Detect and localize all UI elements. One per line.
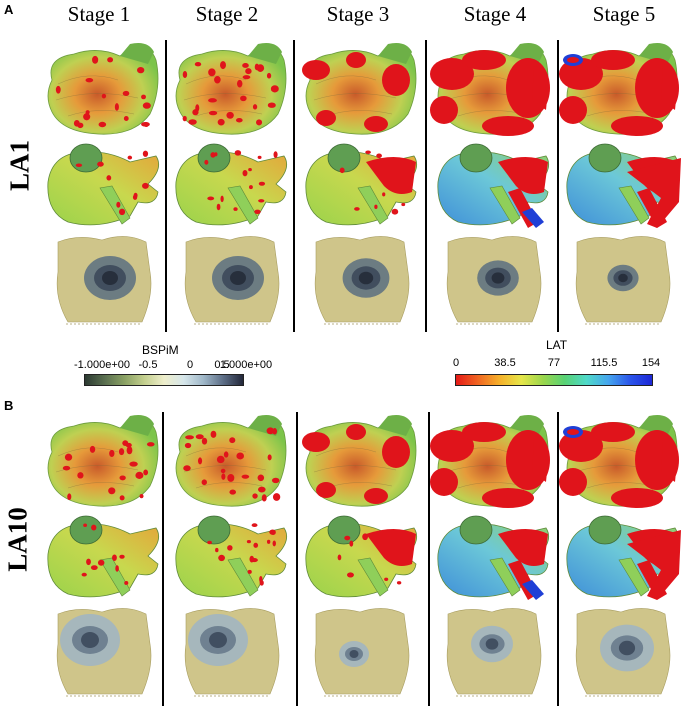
anterior-atrium-b-stage-3 bbox=[296, 504, 424, 606]
posterior-atrium-a-stage-4 bbox=[428, 40, 556, 142]
anterior-atrium-render bbox=[305, 143, 418, 226]
torso-map-b-stage-2 bbox=[166, 600, 294, 702]
anterior-atrium-render bbox=[305, 515, 418, 598]
posterior-atrium-render bbox=[47, 415, 159, 507]
stage-divider bbox=[165, 40, 167, 332]
anterior-atrium-render bbox=[175, 143, 288, 226]
anterior-atrium-a-stage-3 bbox=[296, 132, 424, 234]
lat-tick: 154 bbox=[641, 357, 661, 369]
stage-divider bbox=[162, 412, 164, 706]
torso-map-render bbox=[184, 236, 280, 325]
anterior-atrium-a-stage-5 bbox=[557, 132, 685, 234]
torso-map-render bbox=[56, 236, 152, 325]
torso-map-b-stage-5 bbox=[557, 600, 685, 702]
posterior-atrium-render bbox=[559, 43, 679, 136]
torso-map-render bbox=[314, 608, 410, 697]
anterior-atrium-render bbox=[47, 143, 160, 226]
lat-tick: 115.5 bbox=[590, 357, 618, 369]
posterior-atrium-b-stage-1 bbox=[38, 412, 166, 514]
anterior-atrium-a-stage-2 bbox=[166, 132, 294, 234]
panel-letter-b: B bbox=[4, 398, 14, 413]
lat-colorbar bbox=[455, 374, 653, 386]
bspim-colorbar-title: BSPiM bbox=[142, 343, 179, 357]
posterior-atrium-render bbox=[175, 43, 287, 135]
lat-tick: 38.5 bbox=[494, 357, 516, 369]
torso-map-render bbox=[184, 608, 280, 697]
stage-title-2: Stage 2 bbox=[195, 2, 259, 26]
posterior-atrium-b-stage-3 bbox=[296, 412, 424, 514]
bspim-tick: 0.5 bbox=[214, 359, 230, 371]
torso-map-a-stage-5 bbox=[557, 228, 685, 330]
bspim-tick: 0 bbox=[186, 359, 194, 371]
posterior-atrium-render bbox=[302, 415, 417, 507]
torso-map-render bbox=[575, 608, 671, 697]
anterior-atrium-render bbox=[47, 515, 160, 598]
posterior-atrium-render bbox=[559, 415, 679, 508]
stage-title-5: Stage 5 bbox=[592, 2, 656, 26]
posterior-atrium-b-stage-5 bbox=[557, 412, 685, 514]
torso-map-render bbox=[56, 608, 152, 697]
lat-tick: 0 bbox=[452, 357, 460, 369]
posterior-atrium-b-stage-4 bbox=[428, 412, 556, 514]
torso-map-render bbox=[446, 608, 542, 697]
anterior-atrium-render bbox=[437, 143, 550, 228]
row-label-la10: LA10 bbox=[2, 507, 33, 572]
anterior-atrium-b-stage-5 bbox=[557, 504, 685, 606]
posterior-atrium-a-stage-2 bbox=[166, 40, 294, 142]
posterior-atrium-b-stage-2 bbox=[166, 412, 294, 514]
torso-map-b-stage-4 bbox=[428, 600, 556, 702]
torso-map-render bbox=[575, 236, 671, 325]
anterior-atrium-b-stage-4 bbox=[428, 504, 556, 606]
posterior-atrium-a-stage-5 bbox=[557, 40, 685, 142]
torso-map-a-stage-2 bbox=[166, 228, 294, 330]
anterior-atrium-render bbox=[566, 143, 681, 228]
row-label-la1: LA1 bbox=[4, 140, 35, 192]
posterior-atrium-render bbox=[302, 43, 417, 135]
torso-map-render bbox=[314, 236, 410, 325]
stage-divider bbox=[557, 412, 559, 706]
anterior-atrium-b-stage-1 bbox=[38, 504, 166, 606]
panel-letter-a: A bbox=[4, 2, 14, 17]
torso-map-b-stage-3 bbox=[296, 600, 424, 702]
lat-tick: 77 bbox=[547, 357, 561, 369]
torso-map-a-stage-4 bbox=[428, 228, 556, 330]
posterior-atrium-a-stage-1 bbox=[38, 40, 166, 142]
posterior-atrium-render bbox=[47, 43, 159, 135]
torso-map-render bbox=[446, 236, 542, 325]
torso-map-a-stage-1 bbox=[38, 228, 166, 330]
anterior-atrium-render bbox=[566, 515, 681, 600]
torso-map-b-stage-1 bbox=[38, 600, 166, 702]
anterior-atrium-b-stage-2 bbox=[166, 504, 294, 606]
posterior-atrium-render bbox=[175, 415, 287, 507]
bspim-tick: 1.000e+00 bbox=[219, 359, 273, 371]
stage-title-3: Stage 3 bbox=[326, 2, 390, 26]
anterior-atrium-a-stage-4 bbox=[428, 132, 556, 234]
stage-divider bbox=[557, 40, 559, 332]
stage-title-1: Stage 1 bbox=[67, 2, 131, 26]
bspim-tick: -1.000e+00 bbox=[74, 359, 130, 371]
stage-title-4: Stage 4 bbox=[463, 2, 527, 26]
posterior-atrium-a-stage-3 bbox=[296, 40, 424, 142]
torso-map-a-stage-3 bbox=[296, 228, 424, 330]
bspim-tick: -0.5 bbox=[138, 359, 158, 371]
posterior-atrium-render bbox=[430, 415, 550, 508]
stage-divider bbox=[296, 412, 298, 706]
lat-colorbar-title: LAT bbox=[546, 338, 568, 352]
stage-divider bbox=[428, 412, 430, 706]
stage-divider bbox=[293, 40, 295, 332]
bspim-colorbar bbox=[84, 374, 244, 386]
anterior-atrium-render bbox=[175, 515, 288, 598]
posterior-atrium-render bbox=[430, 43, 550, 136]
anterior-atrium-render bbox=[437, 515, 550, 600]
stage-divider bbox=[425, 40, 427, 332]
anterior-atrium-a-stage-1 bbox=[38, 132, 166, 234]
